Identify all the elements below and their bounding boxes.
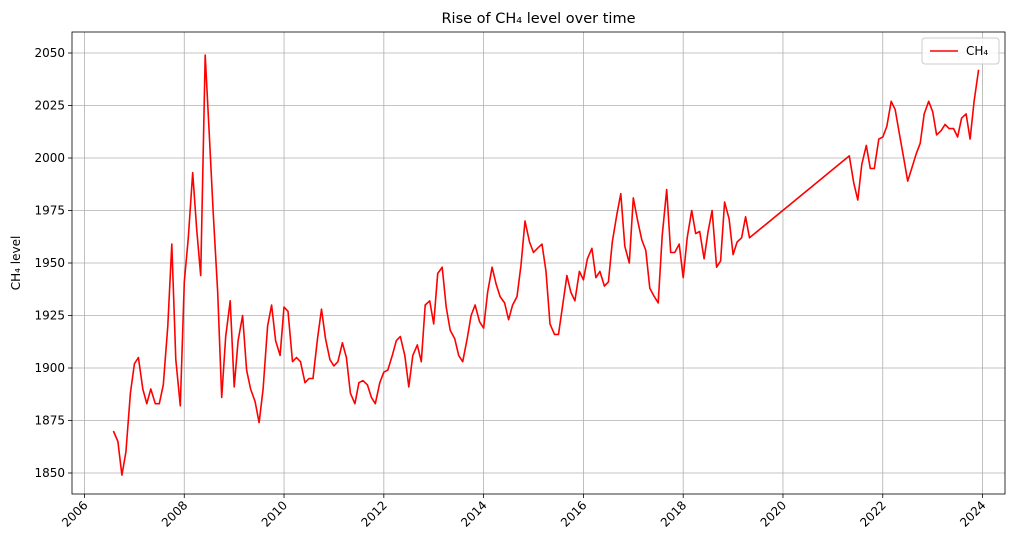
y-tick-label: 1925 <box>34 309 65 323</box>
y-tick-label: 1975 <box>34 204 65 218</box>
x-tick-label: 2008 <box>159 498 190 529</box>
x-tick-label: 2022 <box>857 498 888 529</box>
y-tick-label: 1950 <box>34 256 65 270</box>
x-tick-label: 2010 <box>259 498 290 529</box>
series-line-ch4 <box>112 54 980 476</box>
x-tick-label: 2016 <box>558 498 589 529</box>
legend-box <box>921 37 1000 65</box>
legend: CH₄ <box>921 37 1000 65</box>
y-tick-label: 2000 <box>34 151 65 165</box>
x-tick-label: 2020 <box>758 498 789 529</box>
x-tick-label: 2012 <box>358 498 389 529</box>
axes <box>68 31 1006 498</box>
series-layer <box>112 54 980 476</box>
y-tick-label: 1850 <box>34 466 65 480</box>
chart-title: Rise of CH₄ level over time <box>441 11 635 27</box>
y-tick-label: 2050 <box>34 46 65 60</box>
y-tick-label: 1900 <box>34 361 65 375</box>
tick-labels: 2006 2008 2010 2012 2014 2016 2018 2020 2022 2024… <box>34 46 988 530</box>
x-tick-label: 2018 <box>658 498 689 529</box>
x-tick-label: 2006 <box>59 498 90 529</box>
y-axis-title: CH₄ level <box>9 236 23 291</box>
y-tick-label: 2025 <box>34 99 65 113</box>
legend-label: CH₄ <box>966 44 988 58</box>
grid <box>72 32 1005 494</box>
y-tick-label: 1875 <box>34 414 65 428</box>
x-tick-label: 2014 <box>458 498 489 529</box>
x-tick-label: 2024 <box>957 498 988 529</box>
